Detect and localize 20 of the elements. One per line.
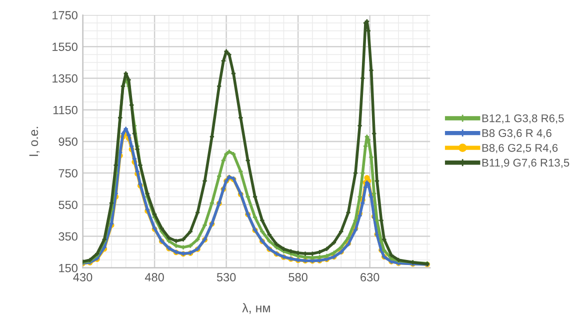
- y-tick-label: 1750: [52, 11, 78, 20]
- legend-label: B8 G3,6 R 4,6: [482, 129, 552, 138]
- legend-label: B11,9 G7,6 R13,5: [482, 158, 570, 168]
- x-tick-label: 530: [216, 273, 236, 282]
- x-tick-label: 630: [360, 273, 380, 282]
- x-axis-title: λ, нм: [242, 303, 270, 314]
- x-tick-label: 430: [73, 273, 92, 282]
- y-tick-label: 150: [59, 264, 78, 272]
- y-tick-label: 350: [58, 232, 78, 241]
- legend-label: B12,1 G3,8 R6,5: [482, 114, 564, 124]
- y-tick-label: 750: [58, 169, 78, 178]
- y-tick-label: 1150: [53, 106, 78, 114]
- y-tick-label: 1350: [52, 74, 78, 83]
- y-tick-label: 550: [58, 200, 78, 210]
- legend-label: B8,6 G2,5 R4,6: [482, 144, 558, 154]
- y-tick-label: 950: [58, 137, 78, 146]
- x-tick-label: 480: [144, 273, 164, 282]
- y-axis-title: I, о.е.: [29, 126, 40, 156]
- x-tick-label: 580: [288, 273, 308, 282]
- y-tick-label: 1550: [52, 42, 78, 52]
